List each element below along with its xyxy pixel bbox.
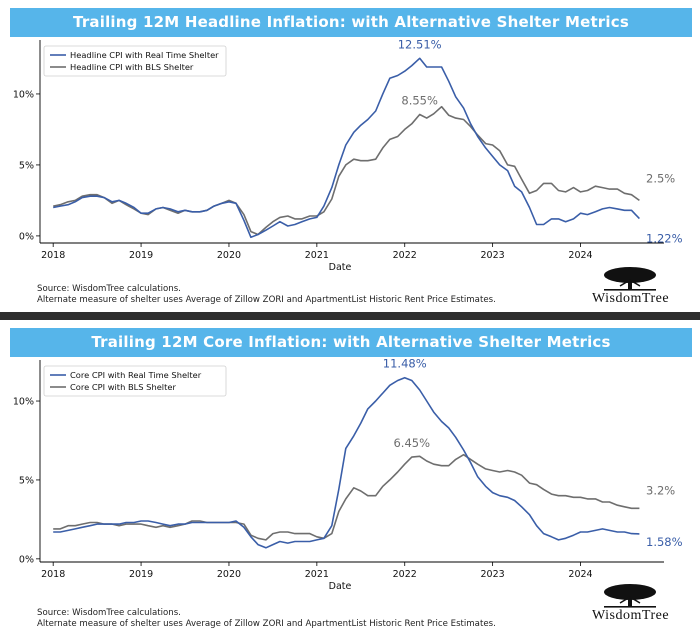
series-line-real-time-shelter	[53, 376, 640, 549]
x-tick-label: 2024	[568, 569, 592, 580]
x-tick-label: 2021	[305, 250, 329, 261]
chart-footnote: Source: WisdomTree calculations. Alterna…	[37, 284, 496, 306]
x-tick-label: 2019	[129, 250, 153, 261]
x-tick-label: 2018	[41, 569, 65, 580]
x-tick-label: 2023	[481, 569, 505, 580]
data-annotation: 3.2%	[646, 483, 675, 497]
headline-inflation-chart: 0% 5% 10% 2018 2019 2020 2021 2022 2023 2024 Date H…	[13, 37, 683, 273]
legend-label: Headline CPI with Real Time Shelter	[70, 50, 219, 60]
wisdomtree-tree-logo-icon	[604, 584, 656, 608]
footnote-methodology: Alternate measure of shelter uses Averag…	[37, 295, 496, 305]
legend	[43, 365, 227, 397]
data-annotation: 1.58%	[646, 535, 683, 549]
data-annotation: 1.22%	[646, 232, 683, 246]
data-annotation: 8.55%	[401, 94, 438, 108]
x-tick-label: 2020	[217, 569, 241, 580]
x-tick-label: 2019	[129, 569, 153, 580]
panel-divider	[0, 312, 700, 320]
core-inflation-chart: 0% 5% 10% 2018 2019 2020 2021 2022 2023 2024 Date C…	[13, 357, 683, 592]
x-tick-label: 2018	[41, 250, 65, 261]
headline-inflation-panel: Trailing 12M Headline Inflation: with Al…	[0, 0, 700, 312]
y-tick-label: 10%	[13, 397, 34, 408]
y-tick-label: 0%	[19, 231, 34, 242]
x-tick-label: 2020	[217, 250, 241, 261]
data-annotation: 2.5%	[646, 171, 675, 185]
legend-label: Headline CPI with BLS Shelter	[70, 62, 194, 72]
series-line-real-time-shelter	[53, 57, 640, 239]
chart-title-banner: Trailing 12M Headline Inflation: with Al…	[10, 8, 692, 37]
chart-footnote: Source: WisdomTree calculations. Alterna…	[37, 608, 496, 630]
legend-label: Core CPI with Real Time Shelter	[70, 370, 202, 380]
wisdomtree-logo-wordmark: WisdomTree	[592, 291, 670, 306]
x-tick-label: 2023	[481, 250, 505, 261]
x-axis-label: Date	[329, 262, 352, 273]
core-inflation-panel: Trailing 12M Core Inflation: with Altern…	[0, 320, 700, 632]
x-tick-label: 2022	[393, 569, 417, 580]
data-annotation: 12.51%	[398, 37, 442, 51]
x-tick-label: 2021	[305, 569, 329, 580]
footnote-source: Source: WisdomTree calculations.	[37, 284, 181, 294]
data-annotation: 11.48%	[383, 357, 427, 371]
x-tick-label: 2022	[393, 250, 417, 261]
data-annotation: 6.45%	[393, 436, 430, 450]
y-tick-label: 0%	[19, 554, 34, 565]
wisdomtree-tree-logo-icon	[604, 267, 656, 291]
series-line-bls-shelter	[53, 453, 640, 541]
chart-title-banner: Trailing 12M Core Inflation: with Altern…	[10, 328, 692, 357]
legend-label: Core CPI with BLS Shelter	[70, 382, 176, 392]
y-tick-label: 5%	[19, 475, 34, 486]
legend	[43, 45, 227, 77]
y-tick-label: 10%	[13, 89, 34, 100]
series-line-bls-shelter	[53, 105, 640, 236]
footnote-methodology: Alternate measure of shelter uses Averag…	[37, 619, 496, 629]
y-tick-label: 5%	[19, 160, 34, 171]
x-axis-label: Date	[329, 581, 352, 592]
footnote-source: Source: WisdomTree calculations.	[37, 608, 181, 618]
wisdomtree-logo-wordmark: WisdomTree	[592, 608, 670, 623]
x-tick-label: 2024	[568, 250, 592, 261]
